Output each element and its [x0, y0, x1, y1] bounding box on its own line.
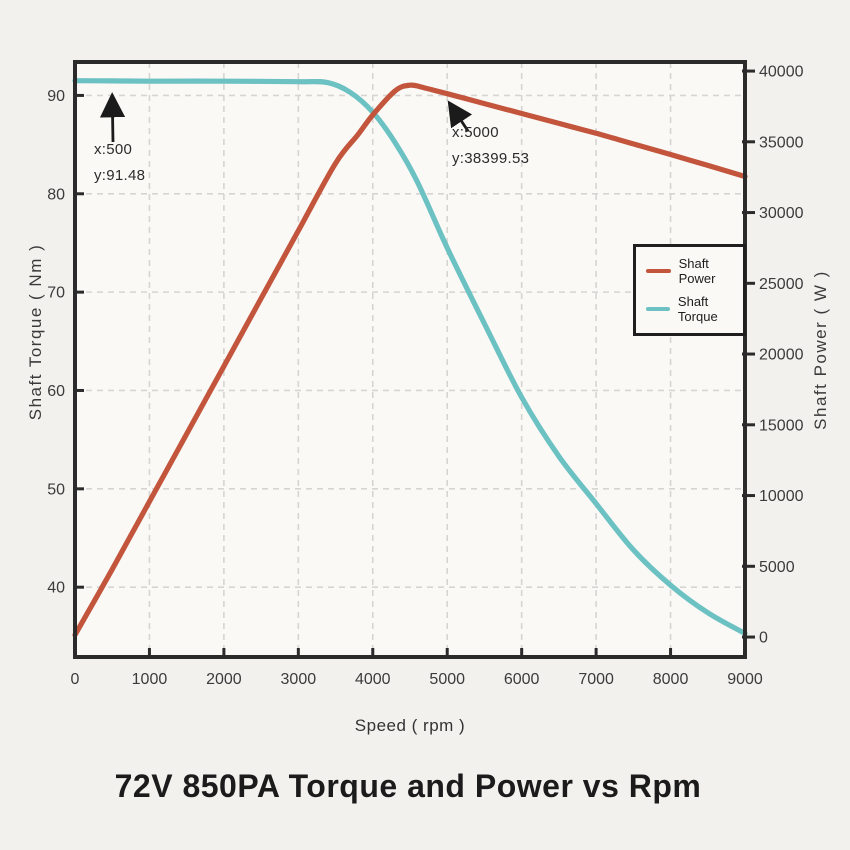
legend: Shaft Power Shaft Torque [633, 244, 746, 336]
right-y-tick-label: 5000 [759, 559, 795, 576]
plot-border [73, 60, 747, 659]
x-axis-title: Speed ( rpm ) [354, 716, 466, 735]
plot-canvas: 0 1000 2000 3000 4000 5000 6000 7000 8000 9000 40 5… [47, 60, 804, 688]
annotation-torque-point: x:500 y:91.48 [94, 137, 145, 189]
annotation-arrow [447, 100, 473, 132]
legend-label-power: Shaft Power [678, 255, 716, 286]
annotation-y-value: y:91.48 [94, 167, 146, 184]
x-tick-label: 8000 [653, 671, 689, 688]
left-y-tick-label: 40 [47, 580, 65, 597]
annotation-arrow [99, 92, 126, 143]
series-line-shaft-power [72, 82, 748, 638]
x-tick-label: 5000 [429, 671, 465, 688]
x-tick-label: 4000 [355, 671, 391, 688]
x-tick-label: 6000 [504, 671, 540, 688]
right-y-tick-label: 15000 [759, 417, 804, 434]
left-y-tick-label: 50 [47, 481, 65, 498]
x-tick-label: 3000 [281, 671, 317, 688]
left-axis-title: Shaft Torque ( Nm ) [26, 243, 45, 421]
right-y-tick-label: 20000 [759, 347, 804, 364]
left-y-tick-label: 60 [47, 383, 65, 400]
x-tick-label: 9000 [727, 671, 763, 688]
chart-title: 72V 850PA Torque and Power vs Rpm [114, 768, 702, 804]
right-y-tick-label: 40000 [759, 64, 804, 81]
annotation-y-value: y:38399.53 [452, 150, 530, 167]
x-tick-label: 7000 [578, 671, 614, 688]
x-tick-label: 0 [71, 671, 80, 688]
right-y-tick-label: 0 [759, 630, 768, 647]
left-y-tick-label: 90 [47, 88, 65, 105]
x-tick-label: 2000 [206, 671, 242, 688]
left-y-tick-label: 70 [47, 285, 65, 302]
right-axis-title: Shaft Power ( W ) [811, 270, 830, 430]
right-y-tick-label: 30000 [759, 205, 804, 222]
legend-label-torque: Shaft Torque [677, 294, 718, 325]
annotation-x-value: x:500 [94, 141, 133, 158]
legend-item-shaft-torque: Shaft Torque [646, 294, 743, 324]
legend-swatch-power-line [646, 268, 671, 273]
series-line-shaft-torque [72, 78, 748, 636]
legend-item-shaft-power: Shaft Power [646, 256, 743, 286]
legend-swatch-torque-line [646, 307, 670, 312]
x-tick-label: 1000 [132, 671, 168, 688]
right-y-tick-label: 35000 [759, 134, 804, 151]
left-y-tick-label: 80 [47, 186, 65, 203]
right-y-tick-label: 10000 [759, 488, 804, 505]
annotation-power-point: x:5000 y:38399.53 [452, 120, 529, 172]
right-y-tick-label: 25000 [759, 276, 804, 293]
annotation-x-value: x:5000 [452, 124, 499, 141]
plot-area [75, 62, 745, 657]
